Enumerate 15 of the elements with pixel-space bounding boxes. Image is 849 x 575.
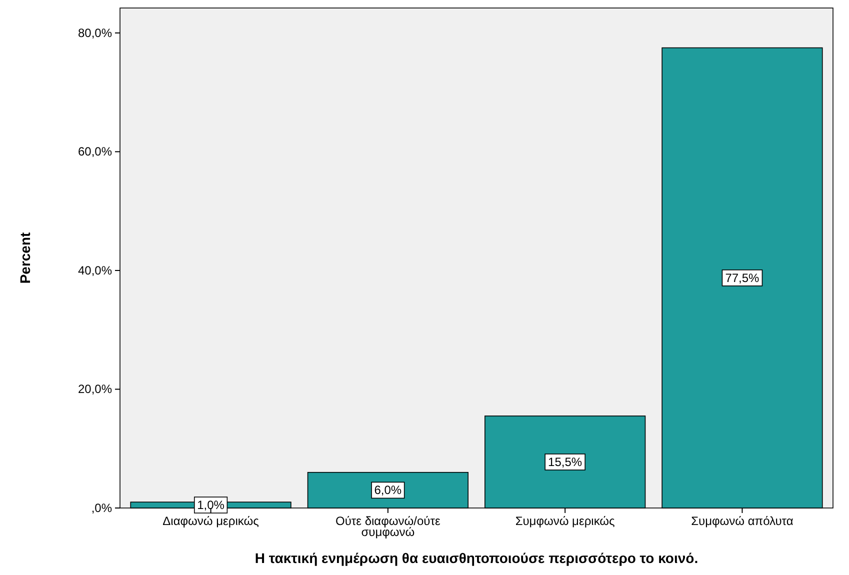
data-label: 77,5% xyxy=(725,270,760,285)
data-label: 6,0% xyxy=(374,483,402,498)
y-tick-label: 60,0% xyxy=(78,144,112,159)
x-tick-label: Ούτε διαφωνώ/ούτε συμφωνώ xyxy=(336,514,441,539)
data-label: 15,5% xyxy=(548,454,582,469)
y-tick-label: 80,0% xyxy=(78,26,112,40)
y-tick-label: 20,0% xyxy=(78,382,112,396)
x-axis-title: Η τακτική ενημέρωση θα ευαισθητοποιούσε περισσότερο το κοινό. xyxy=(254,550,698,566)
x-tick-label: Συμφωνώ μερικώς xyxy=(515,514,616,528)
x-tick-label: Συμφωνώ απόλυτα xyxy=(691,514,794,528)
y-axis-title: Percent xyxy=(17,232,33,284)
y-tick-label: ,0% xyxy=(91,501,112,515)
x-tick-label: Διαφωνώ μερικώς xyxy=(162,514,260,528)
data-label: 1,0% xyxy=(197,498,225,512)
y-tick-label: 40,0% xyxy=(78,263,112,278)
